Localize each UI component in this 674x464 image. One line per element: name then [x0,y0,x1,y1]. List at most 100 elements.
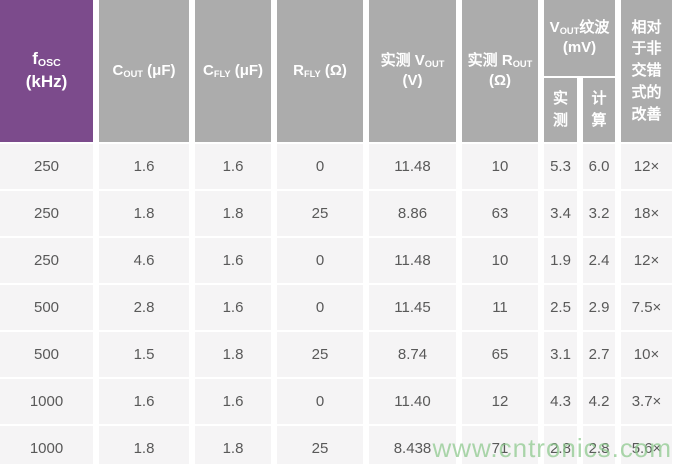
cout-unit: (μF) [142,61,176,79]
cell-cout: 1.6 [99,379,189,424]
col-header-cfly: CFLY (μF) [195,0,271,142]
col-header-rfly: RFLY (Ω) [277,0,363,142]
cell-ripple-calculated: 3.2 [583,191,615,236]
cell-cout: 1.8 [99,191,189,236]
cell-improvement: 3.7× [621,379,672,424]
cell-fosc: 250 [0,238,93,283]
cell-rout-measured: 63 [462,191,538,236]
cell-ripple-calculated: 6.0 [583,144,615,189]
cell-fosc: 1000 [0,379,93,424]
table-row: 500 2.8 1.6 0 11.45 11 2.5 2.9 7.5× [0,285,672,330]
cell-cout: 1.5 [99,332,189,377]
cell-cout: 1.8 [99,426,189,464]
table-row: 1000 1.8 1.8 25 8.438 71 2.8 2.8 5.6× [0,426,672,464]
cell-vout-measured: 11.40 [369,379,456,424]
cell-rout-measured: 12 [462,379,538,424]
cell-rout-measured: 71 [462,426,538,464]
rfly-unit: (Ω) [320,61,347,79]
cell-ripple-calculated: 4.2 [583,379,615,424]
cell-rfly: 25 [277,332,363,377]
ripple-calculated-label: 计 算 [591,90,607,129]
fosc-symbol: fOSC [32,49,61,70]
cell-fosc: 250 [0,144,93,189]
col-header-vout-ripple-group: VOUT纹波 (mV) [544,0,615,76]
cell-improvement: 12× [621,144,672,189]
cell-vout-measured: 8.438 [369,426,456,464]
cell-vout-measured: 11.45 [369,285,456,330]
cell-ripple-measured: 5.3 [544,144,577,189]
cell-cfly: 1.6 [195,144,271,189]
fosc-pre: f [32,49,38,69]
cell-rfly: 0 [277,144,363,189]
cell-rfly: 0 [277,379,363,424]
cfly-subscript: FLY [213,68,231,79]
ripple-label: 纹波 (mV) [562,18,610,56]
cell-rout-measured: 10 [462,238,538,283]
cell-improvement: 18× [621,191,672,236]
fosc-unit: (kHz) [25,72,68,91]
cell-cout: 2.8 [99,285,189,330]
col-header-vout-measured: 实测 VOUT (V) [369,0,456,142]
cell-rout-measured: 65 [462,332,538,377]
cell-rfly: 25 [277,426,363,464]
cell-ripple-measured: 1.9 [544,238,577,283]
cell-vout-measured: 8.86 [369,191,456,236]
fosc-subscript: OSC [37,57,61,70]
col-header-ripple-calculated: 计 算 [583,78,615,142]
table-row: 1000 1.6 1.6 0 11.40 12 4.3 4.2 3.7× [0,379,672,424]
rout-subscript: OUT [512,58,533,69]
ripple-subscript: OUT [559,25,580,36]
cell-cfly: 1.8 [195,191,271,236]
cell-cfly: 1.6 [195,238,271,283]
table-row: 250 1.8 1.8 25 8.86 63 3.4 3.2 18× [0,191,672,236]
cell-fosc: 1000 [0,426,93,464]
cell-ripple-calculated: 2.8 [583,426,615,464]
cell-improvement: 7.5× [621,285,672,330]
cell-cfly: 1.6 [195,379,271,424]
cell-improvement: 10× [621,332,672,377]
cell-fosc: 500 [0,285,93,330]
cell-vout-measured: 11.48 [369,144,456,189]
col-header-improvement: 相对 于非 交错 式的 改善 [621,0,672,142]
vout-subscript: OUT [424,58,445,69]
cell-cfly: 1.8 [195,426,271,464]
rout-pre: 实测 R [467,51,513,69]
cell-improvement: 12× [621,238,672,283]
cfly-pre: C [202,61,214,79]
table-header: fOSC (kHz) COUT (μF) CFLY (μF) RFLY (Ω) … [0,0,672,142]
cell-cfly: 1.6 [195,285,271,330]
rfly-subscript: FLY [303,68,321,79]
cell-rout-measured: 11 [462,285,538,330]
cout-pre: C [112,61,124,79]
table-row: 500 1.5 1.8 25 8.74 65 3.1 2.7 10× [0,332,672,377]
cell-ripple-measured: 3.1 [544,332,577,377]
cell-ripple-calculated: 2.7 [583,332,615,377]
improvement-label: 相对 于非 交错 式的 改善 [631,18,662,123]
cfly-unit: (μF) [230,61,264,79]
vout-pre: 实测 V [380,51,425,69]
cell-ripple-measured: 2.8 [544,426,577,464]
cell-vout-measured: 8.74 [369,332,456,377]
ripple-pre: V [549,18,560,36]
col-header-ripple-measured: 实 测 [544,78,577,142]
cell-ripple-calculated: 2.9 [583,285,615,330]
cell-cfly: 1.8 [195,332,271,377]
vout-unit: (V) [402,72,423,89]
cell-ripple-calculated: 2.4 [583,238,615,283]
cell-vout-measured: 11.48 [369,238,456,283]
cell-fosc: 500 [0,332,93,377]
rout-unit: (Ω) [488,72,512,89]
cell-ripple-measured: 3.4 [544,191,577,236]
cell-cout: 4.6 [99,238,189,283]
table-body: 250 1.6 1.6 0 11.48 10 5.3 6.0 12× 250 1.8 1.8 25 8.8… [0,144,672,464]
cell-rfly: 25 [277,191,363,236]
cell-rout-measured: 10 [462,144,538,189]
cell-cout: 1.6 [99,144,189,189]
cell-ripple-measured: 2.5 [544,285,577,330]
cout-subscript: OUT [123,68,143,79]
rfly-pre: R [293,61,304,79]
col-header-cout: COUT (μF) [99,0,189,142]
cell-rfly: 0 [277,285,363,330]
